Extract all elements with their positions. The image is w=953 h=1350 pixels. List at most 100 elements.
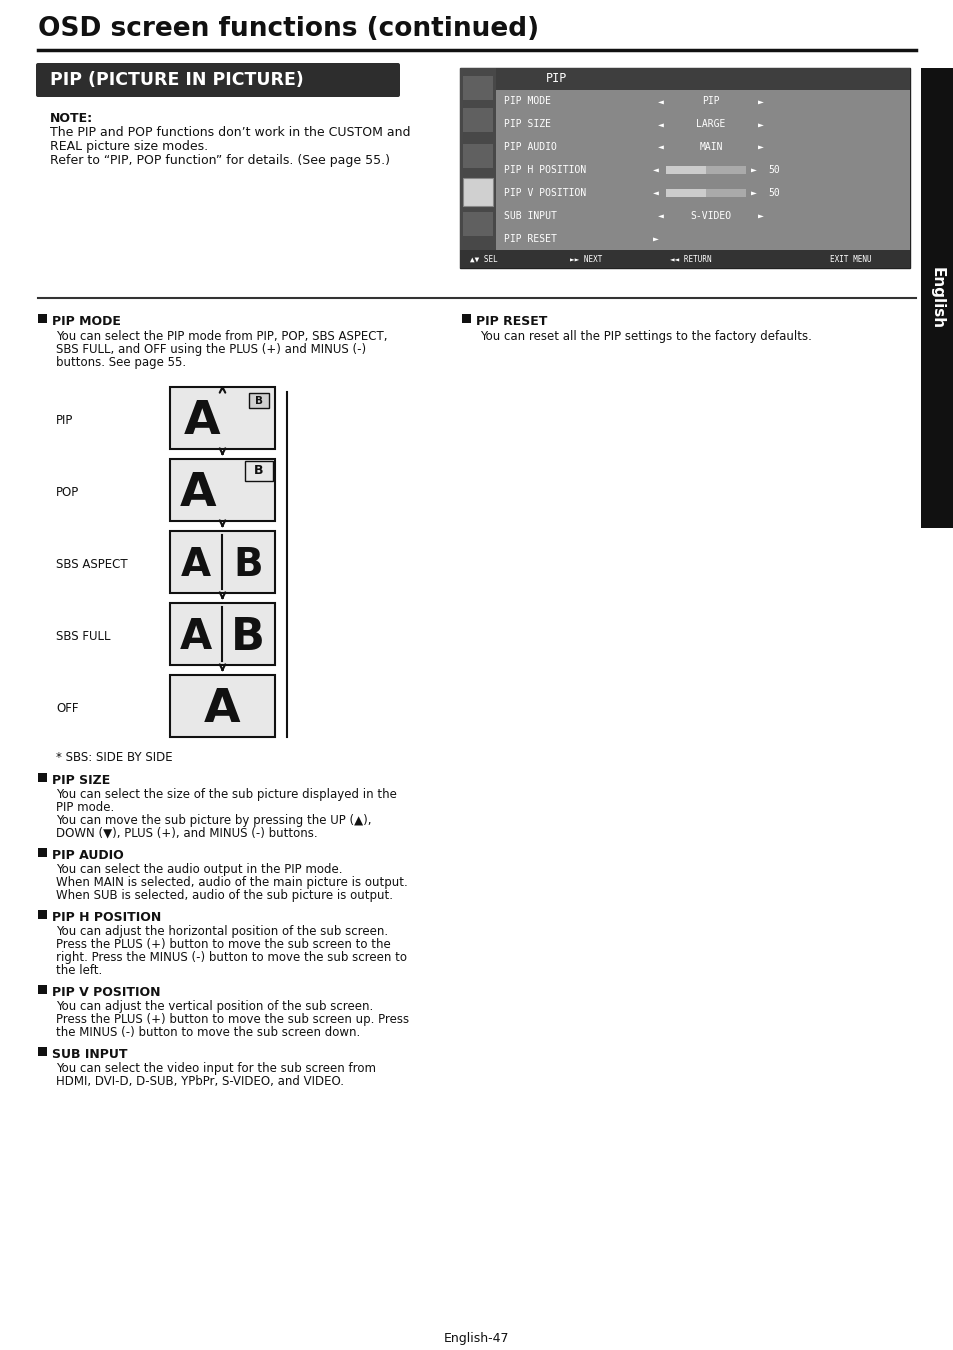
Text: SUB INPUT: SUB INPUT: [52, 1048, 128, 1061]
Bar: [461, 315, 471, 323]
Bar: [459, 68, 496, 269]
Bar: [38, 910, 47, 919]
Text: PIP: PIP: [701, 96, 720, 107]
Text: HDMI, DVI-D, D-SUB, YPbPr, S-VIDEO, and VIDEO.: HDMI, DVI-D, D-SUB, YPbPr, S-VIDEO, and …: [56, 1075, 344, 1088]
Bar: [665, 189, 745, 197]
Text: PIP AUDIO: PIP AUDIO: [503, 142, 557, 153]
Bar: [170, 459, 274, 521]
Text: ◄◄ RETURN: ◄◄ RETURN: [669, 255, 711, 263]
Text: MAIN: MAIN: [699, 142, 722, 153]
Text: PIP MODE: PIP MODE: [503, 96, 551, 107]
Bar: [665, 166, 705, 174]
Text: B: B: [254, 464, 263, 478]
Bar: [38, 315, 47, 323]
Text: PIP SIZE: PIP SIZE: [503, 119, 551, 130]
Bar: [170, 603, 274, 666]
Text: PIP: PIP: [56, 413, 73, 427]
Text: A: A: [184, 398, 220, 444]
Text: PIP V POSITION: PIP V POSITION: [503, 188, 586, 198]
Text: PIP: PIP: [545, 73, 567, 85]
Text: Press the PLUS (+) button to move the sub screen up. Press: Press the PLUS (+) button to move the su…: [56, 1012, 409, 1026]
FancyBboxPatch shape: [36, 63, 399, 97]
Text: You can select the audio output in the PIP mode.: You can select the audio output in the P…: [56, 863, 342, 876]
Text: B: B: [233, 545, 262, 585]
Bar: [459, 250, 909, 269]
Text: When SUB is selected, audio of the sub picture is output.: When SUB is selected, audio of the sub p…: [56, 890, 393, 902]
Bar: [170, 531, 274, 593]
Text: A: A: [181, 545, 211, 585]
Text: ◄: ◄: [658, 142, 663, 153]
Bar: [920, 68, 953, 528]
Text: 50: 50: [767, 165, 779, 176]
Text: 50: 50: [767, 188, 779, 198]
Text: A: A: [179, 471, 216, 516]
Text: SUB INPUT: SUB INPUT: [503, 211, 557, 220]
Text: the left.: the left.: [56, 964, 102, 977]
Text: Press the PLUS (+) button to move the sub screen to the: Press the PLUS (+) button to move the su…: [56, 938, 391, 950]
Text: PIP AUDIO: PIP AUDIO: [52, 849, 124, 863]
Bar: [462, 76, 493, 100]
Bar: [459, 68, 909, 269]
Text: * SBS: SIDE BY SIDE: * SBS: SIDE BY SIDE: [56, 751, 172, 764]
Text: SBS FULL, and OFF using the PLUS (+) and MINUS (-): SBS FULL, and OFF using the PLUS (+) and…: [56, 343, 366, 356]
Text: PIP V POSITION: PIP V POSITION: [52, 986, 160, 999]
Bar: [38, 774, 47, 782]
Text: You can reset all the PIP settings to the factory defaults.: You can reset all the PIP settings to th…: [479, 329, 811, 343]
Text: You can adjust the horizontal position of the sub screen.: You can adjust the horizontal position o…: [56, 925, 388, 938]
Text: ◄: ◄: [658, 119, 663, 130]
Text: EXIT MENU: EXIT MENU: [829, 255, 871, 263]
Text: S-VIDEO: S-VIDEO: [690, 211, 731, 220]
Bar: [170, 675, 274, 737]
Text: OSD screen functions (continued): OSD screen functions (continued): [38, 16, 538, 42]
Text: A: A: [180, 616, 212, 657]
Text: A: A: [204, 687, 240, 732]
Text: right. Press the MINUS (-) button to move the sub screen to: right. Press the MINUS (-) button to mov…: [56, 950, 407, 964]
Text: PIP RESET: PIP RESET: [503, 234, 557, 243]
Text: B: B: [231, 616, 265, 659]
Text: ◄: ◄: [658, 211, 663, 220]
Text: PIP RESET: PIP RESET: [476, 315, 547, 328]
Text: You can select the size of the sub picture displayed in the: You can select the size of the sub pictu…: [56, 788, 396, 801]
Bar: [665, 189, 705, 197]
Text: LARGE: LARGE: [696, 119, 725, 130]
Text: English-47: English-47: [444, 1332, 509, 1345]
Text: ◄: ◄: [653, 165, 659, 176]
Text: You can select the video input for the sub screen from: You can select the video input for the s…: [56, 1062, 375, 1075]
Bar: [462, 108, 493, 132]
Text: ►► NEXT: ►► NEXT: [569, 255, 601, 263]
Text: PIP H POSITION: PIP H POSITION: [503, 165, 586, 176]
Bar: [496, 90, 909, 250]
Text: Refer to “PIP, POP function” for details. (See page 55.): Refer to “PIP, POP function” for details…: [50, 154, 390, 167]
Text: ►: ►: [758, 142, 763, 153]
Bar: [462, 180, 493, 204]
Text: English: English: [929, 267, 944, 329]
Text: OFF: OFF: [56, 702, 78, 714]
Bar: [462, 178, 493, 207]
Bar: [462, 212, 493, 236]
Text: SBS FULL: SBS FULL: [56, 629, 111, 643]
Text: REAL picture size modes.: REAL picture size modes.: [50, 140, 208, 153]
Text: SBS ASPECT: SBS ASPECT: [56, 558, 128, 571]
Text: ►: ►: [750, 165, 756, 176]
Text: When MAIN is selected, audio of the main picture is output.: When MAIN is selected, audio of the main…: [56, 876, 407, 890]
Text: You can adjust the vertical position of the sub screen.: You can adjust the vertical position of …: [56, 1000, 373, 1012]
Text: ▲▼ SEL: ▲▼ SEL: [470, 255, 497, 263]
Text: POP: POP: [56, 486, 79, 498]
Bar: [245, 460, 273, 481]
Bar: [38, 848, 47, 857]
Text: You can select the PIP mode from PIP, POP, SBS ASPECT,: You can select the PIP mode from PIP, PO…: [56, 329, 387, 343]
Text: You can move the sub picture by pressing the UP (▲),: You can move the sub picture by pressing…: [56, 814, 371, 828]
Bar: [665, 166, 745, 174]
Bar: [249, 393, 269, 408]
Text: The PIP and POP functions don’t work in the CUSTOM and: The PIP and POP functions don’t work in …: [50, 126, 410, 139]
Text: NOTE:: NOTE:: [50, 112, 93, 126]
Text: PIP H POSITION: PIP H POSITION: [52, 911, 161, 923]
Text: PIP SIZE: PIP SIZE: [52, 774, 111, 787]
Text: PIP mode.: PIP mode.: [56, 801, 114, 814]
Bar: [462, 144, 493, 167]
Text: ►: ►: [653, 234, 659, 243]
Text: ►: ►: [758, 96, 763, 107]
Bar: [38, 1048, 47, 1056]
Text: ►: ►: [758, 119, 763, 130]
Text: buttons. See page 55.: buttons. See page 55.: [56, 356, 186, 369]
